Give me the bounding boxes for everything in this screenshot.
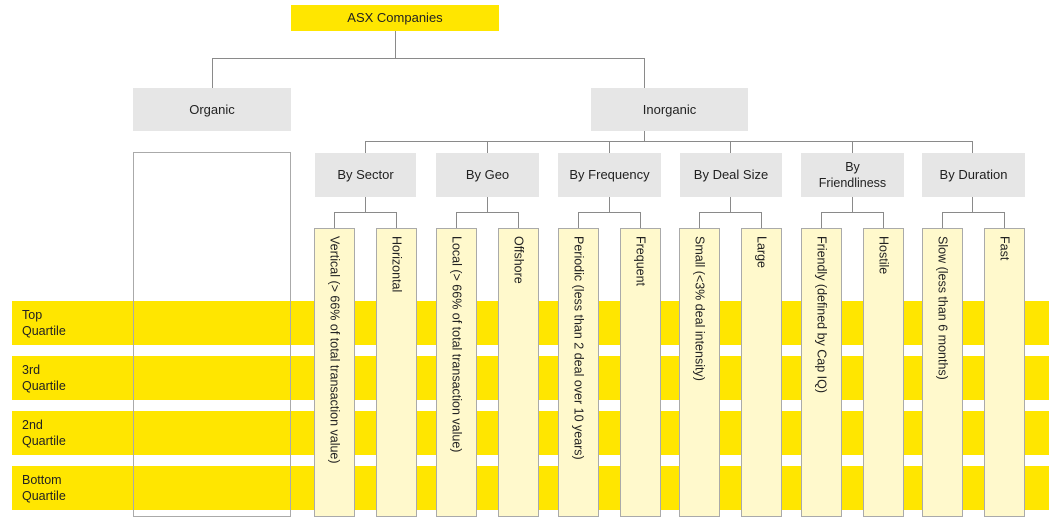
quartile-label: Top Quartile (22, 308, 66, 338)
connector-line (395, 31, 396, 59)
organic-box: Organic (133, 88, 291, 131)
category-box-sector: By Sector (315, 153, 416, 197)
connector-line (578, 212, 579, 228)
organic-label: Organic (189, 101, 235, 117)
leaf-label: Offshore (511, 236, 526, 284)
connector-line (334, 212, 397, 213)
leaf-label: Small (<3% deal intensity) (692, 236, 707, 381)
connector-line (644, 58, 645, 88)
connector-line (730, 197, 731, 213)
leaf-column-fast: Fast (984, 228, 1025, 517)
leaf-column-offshore: Offshore (498, 228, 539, 517)
leaf-column-large: Large (741, 228, 782, 517)
connector-line (518, 212, 519, 228)
leaf-column-hostile: Hostile (863, 228, 904, 517)
category-label: By Duration (939, 167, 1008, 182)
connector-line (487, 141, 488, 153)
connector-line (609, 141, 610, 153)
quartile-label: Bottom Quartile (22, 473, 66, 503)
connector-line (640, 212, 641, 228)
leaf-label: Vertical (> 66% of total transaction val… (327, 236, 342, 464)
connector-line (365, 141, 973, 142)
category-label: By Friendliness (818, 160, 887, 190)
connector-line (699, 212, 762, 213)
connector-line (942, 212, 943, 228)
leaf-label: Slow (less than 6 months) (935, 236, 950, 380)
connector-line (942, 212, 1005, 213)
leaf-label: Periodic (less than 2 deal over 10 years… (571, 236, 586, 460)
connector-line (365, 197, 366, 213)
leaf-label: Horizontal (389, 236, 404, 293)
category-label: By Frequency (569, 167, 650, 182)
connector-line (396, 212, 397, 228)
connector-line (972, 197, 973, 213)
connector-line (761, 212, 762, 228)
leaf-label: Hostile (876, 236, 891, 275)
connector-line (212, 58, 213, 88)
leaf-column-vertical: Vertical (> 66% of total transaction val… (314, 228, 355, 517)
leaf-column-periodic: Periodic (less than 2 deal over 10 years… (558, 228, 599, 517)
connector-line (609, 197, 610, 213)
inorganic-label: Inorganic (642, 101, 697, 117)
leaf-label: Friendly (defined by Cap IQ) (814, 236, 829, 394)
connector-line (821, 212, 822, 228)
connector-line (852, 197, 853, 213)
leaf-column-small: Small (<3% deal intensity) (679, 228, 720, 517)
connector-line (334, 212, 335, 228)
connector-line (456, 212, 457, 228)
leaf-column-friendly: Friendly (defined by Cap IQ) (801, 228, 842, 517)
connector-line (644, 131, 645, 141)
connector-line (578, 212, 641, 213)
category-box-friendliness: By Friendliness (801, 153, 904, 197)
leaf-label: Large (754, 236, 769, 268)
connector-line (456, 212, 519, 213)
connector-line (972, 141, 973, 153)
connector-line (821, 212, 884, 213)
connector-line (699, 212, 700, 228)
connector-line (487, 197, 488, 213)
leaf-column-frequent: Frequent (620, 228, 661, 517)
root-box-label: ASX Companies (347, 10, 443, 25)
category-label: By Sector (337, 167, 394, 182)
connector-line (1004, 212, 1005, 228)
category-label: By Geo (465, 167, 510, 182)
category-box-deal-size: By Deal Size (680, 153, 782, 197)
leaf-column-slow: Slow (less than 6 months) (922, 228, 963, 517)
leaf-label: Frequent (633, 236, 648, 287)
quartile-label: 3rd Quartile (22, 363, 66, 393)
connector-line (730, 141, 731, 153)
category-box-duration: By Duration (922, 153, 1025, 197)
leaf-column-local: Local (> 66% of total transaction value) (436, 228, 477, 517)
root-box-asx-companies: ASX Companies (291, 5, 499, 31)
leaf-label: Local (> 66% of total transaction value) (449, 236, 464, 453)
category-label: By Deal Size (693, 167, 769, 182)
organic-column (133, 152, 291, 517)
leaf-column-horizontal: Horizontal (376, 228, 417, 517)
quartile-label: 2nd Quartile (22, 418, 66, 448)
connector-line (883, 212, 884, 228)
leaf-label: Fast (997, 236, 1012, 261)
inorganic-box: Inorganic (591, 88, 748, 131)
connector-line (365, 141, 366, 153)
connector-line (852, 141, 853, 153)
category-box-geo: By Geo (436, 153, 539, 197)
category-box-frequency: By Frequency (558, 153, 661, 197)
connector-line (212, 58, 645, 59)
